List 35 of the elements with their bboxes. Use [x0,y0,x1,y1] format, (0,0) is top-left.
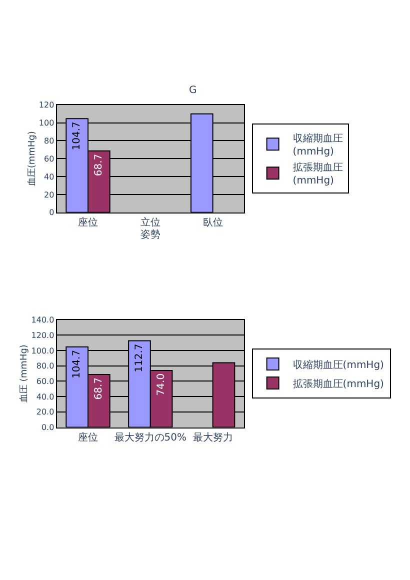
data-label: 74.0 [156,373,167,396]
y-tick-label: 0.0 [41,423,54,432]
y-tick-label: 100 [38,118,54,128]
y-tick-label: 60.0 [36,377,54,386]
y-tick-label: 80.0 [36,362,54,371]
legend-label: 収縮期血圧 (mmHg) [292,132,343,158]
x-tick-label: 座位 [78,431,98,444]
y-axis-title: 血圧 (mmHg) [18,344,30,402]
y-tick-label: 80 [44,136,54,146]
y-tick-label: 40.0 [36,392,54,402]
x-axis-title: 姿勢 [140,228,160,240]
x-tick-label: 臥位 [202,216,223,228]
y-tick-label: 140.0 [31,316,54,325]
legend-label: 収縮期血圧(mmHg) [292,358,384,371]
y-tick-label: 60 [44,154,54,164]
x-tick-label: 立位 [140,216,160,228]
y-tick-label: 120 [38,100,54,110]
y-tick-label: 120.0 [31,330,54,340]
legend-label: 拡張期血圧(mmHg) [292,378,384,390]
y-tick-label: 0 [49,208,54,218]
data-label: 68.7 [93,378,104,400]
y-axis-title: 血圧(mmHg) [26,131,38,186]
legend-label: 拡張期血圧 (mmHg) [292,162,343,187]
y-tick-label: 40 [44,172,54,182]
data-label: 104.7 [72,122,83,150]
y-tick-label: 100.0 [31,346,54,356]
data-label: 112.7 [134,344,145,372]
data-label: 104.7 [72,350,83,379]
x-tick-label: 最大努力 [192,431,233,444]
x-tick-label: 座位 [78,216,98,228]
y-tick-label: 20.0 [36,408,54,417]
chart-title: G [189,85,197,96]
x-tick-label: 最大努力の50% [114,431,187,444]
y-tick-label: 20 [44,190,54,200]
data-label: 68.7 [93,154,104,176]
